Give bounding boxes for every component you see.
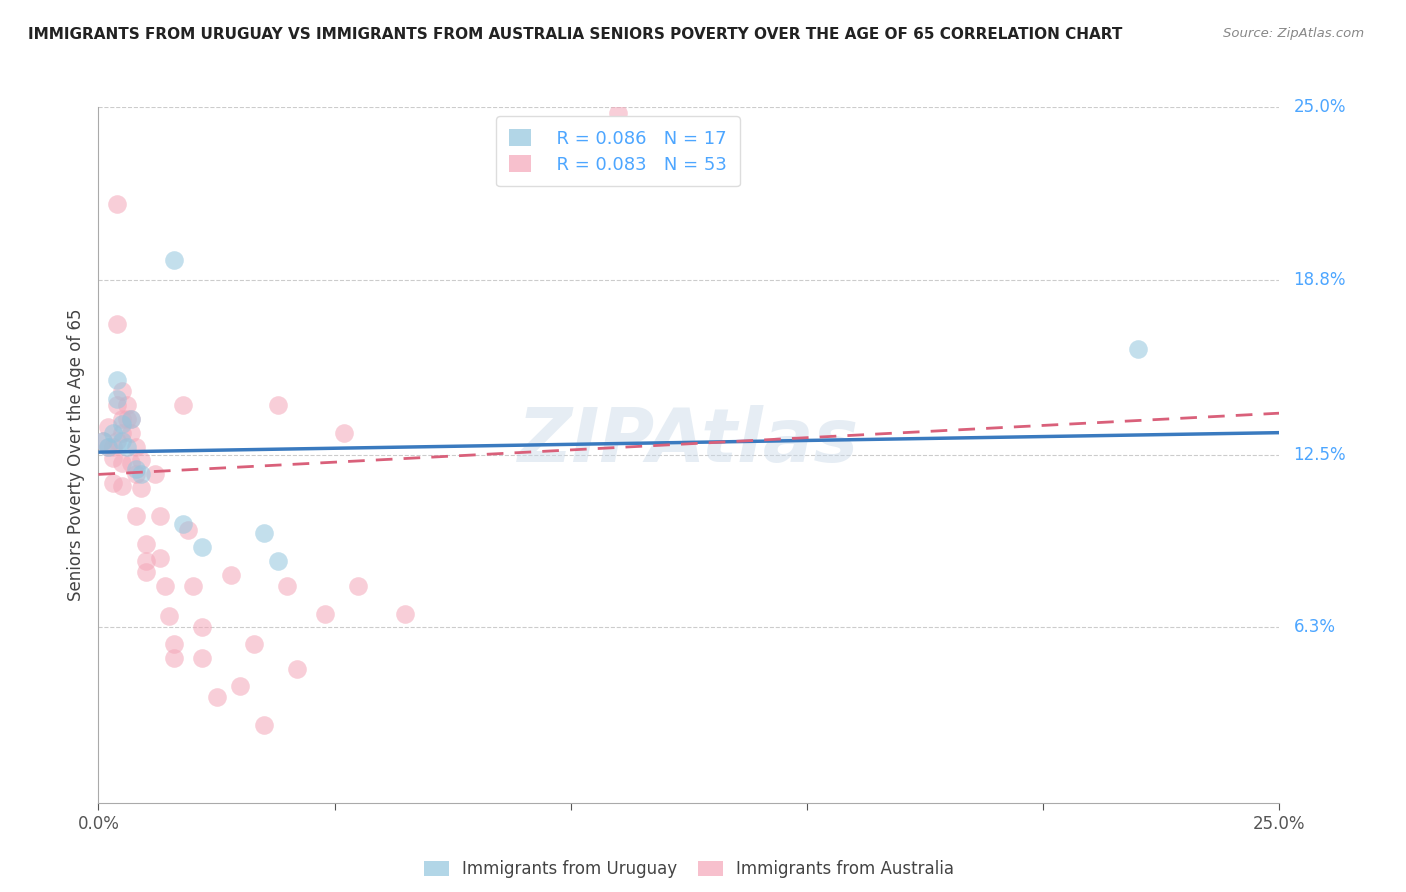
Point	[205, 690, 228, 704]
Point	[125, 462, 148, 476]
Point	[1126, 342, 1149, 356]
Point	[105, 197, 128, 211]
Point	[347, 579, 370, 593]
Point	[125, 467, 148, 482]
Point	[153, 579, 176, 593]
Point	[121, 425, 143, 440]
Point	[267, 554, 290, 568]
Point	[172, 517, 194, 532]
Point	[191, 651, 214, 665]
Point	[219, 567, 242, 582]
Point	[135, 554, 157, 568]
Point	[125, 440, 148, 454]
Point	[285, 662, 308, 676]
Text: 25.0%: 25.0%	[1294, 98, 1346, 116]
Point	[111, 417, 134, 432]
Point	[253, 718, 276, 732]
Point	[91, 434, 114, 448]
Point	[101, 440, 124, 454]
Point	[253, 525, 276, 540]
Point	[111, 411, 134, 425]
Point	[191, 620, 214, 634]
Point	[115, 411, 138, 425]
Point	[111, 456, 134, 470]
Point	[101, 425, 124, 440]
Point	[101, 475, 124, 490]
Point	[111, 425, 134, 440]
Point	[191, 540, 214, 554]
Point	[267, 398, 290, 412]
Point	[276, 579, 298, 593]
Legend: Immigrants from Uruguay, Immigrants from Australia: Immigrants from Uruguay, Immigrants from…	[418, 854, 960, 885]
Point	[121, 456, 143, 470]
Point	[181, 579, 204, 593]
Point	[101, 450, 124, 465]
Point	[135, 537, 157, 551]
Point	[125, 509, 148, 524]
Point	[157, 609, 180, 624]
Point	[115, 440, 138, 454]
Point	[129, 481, 152, 495]
Point	[394, 607, 416, 621]
Text: ZIPAtlas: ZIPAtlas	[519, 404, 859, 477]
Point	[111, 478, 134, 492]
Point	[105, 398, 128, 412]
Point	[163, 637, 186, 651]
Point	[129, 467, 152, 482]
Y-axis label: Seniors Poverty Over the Age of 65: Seniors Poverty Over the Age of 65	[66, 309, 84, 601]
Point	[229, 679, 252, 693]
Point	[97, 440, 120, 454]
Point	[105, 434, 128, 448]
Point	[163, 651, 186, 665]
Point	[97, 420, 120, 434]
Point	[243, 637, 266, 651]
Point	[149, 550, 172, 565]
Text: Source: ZipAtlas.com: Source: ZipAtlas.com	[1223, 27, 1364, 40]
Point	[314, 607, 336, 621]
Point	[97, 440, 120, 454]
Point	[105, 373, 128, 387]
Text: 18.8%: 18.8%	[1294, 270, 1346, 289]
Point	[105, 392, 128, 407]
Point	[149, 509, 172, 524]
Text: 6.3%: 6.3%	[1294, 618, 1336, 637]
Point	[121, 411, 143, 425]
Point	[115, 398, 138, 412]
Point	[111, 434, 134, 448]
Point	[163, 253, 186, 268]
Point	[121, 411, 143, 425]
Text: IMMIGRANTS FROM URUGUAY VS IMMIGRANTS FROM AUSTRALIA SENIORS POVERTY OVER THE AG: IMMIGRANTS FROM URUGUAY VS IMMIGRANTS FR…	[28, 27, 1122, 42]
Point	[172, 398, 194, 412]
Point	[135, 565, 157, 579]
Point	[129, 453, 152, 467]
Text: 12.5%: 12.5%	[1294, 446, 1346, 464]
Point	[177, 523, 200, 537]
Point	[105, 317, 128, 331]
Point	[111, 384, 134, 398]
Point	[333, 425, 356, 440]
Point	[607, 105, 630, 120]
Point	[91, 434, 114, 448]
Point	[143, 467, 166, 482]
